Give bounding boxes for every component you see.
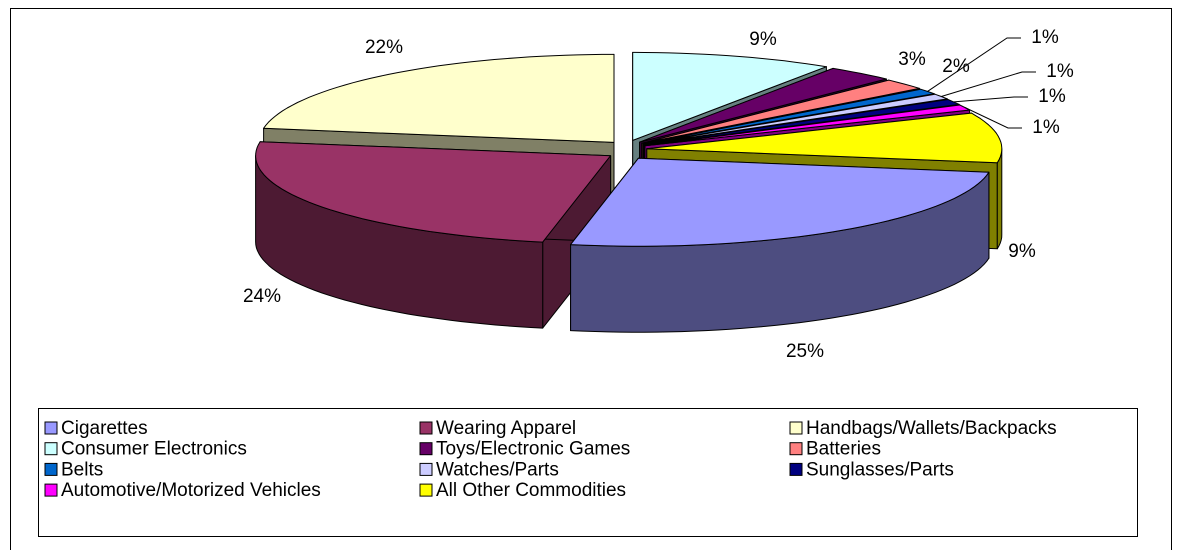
slice (255, 141, 612, 243)
legend-swatch (419, 421, 433, 435)
slice-side (996, 148, 1003, 250)
data-label: 1% (1046, 61, 1074, 82)
legend-swatch (44, 442, 58, 456)
legend-swatch (789, 462, 803, 476)
legend-label: Automotive/Motorized Vehicles (61, 480, 321, 501)
legend-label: Watches/Parts (436, 459, 559, 480)
legend-label: Sunglasses/Parts (806, 459, 954, 480)
data-label: 1% (1038, 86, 1066, 107)
slice (632, 51, 827, 141)
data-labels: 25% 24% 22% 9% 3% 2% 1% 1% 1% 1% 9% (243, 27, 1074, 362)
legend-label: Consumer Electronics (61, 439, 247, 460)
legend-swatch (419, 442, 433, 456)
legend-label: Handbags/Wallets/Backpacks (806, 418, 1057, 439)
data-label: 1% (1032, 117, 1060, 138)
legend-swatch (789, 421, 803, 435)
legend-label: Batteries (806, 439, 881, 460)
pie (255, 51, 1003, 333)
data-label: 9% (1008, 241, 1036, 262)
legend-swatch (419, 462, 433, 476)
legend-label: Wearing Apparel (436, 418, 576, 439)
data-label: 9% (749, 29, 777, 50)
data-label: 3% (898, 49, 926, 70)
legend-label: Toys/Electronic Games (436, 439, 630, 460)
legend-label: All Other Commodities (436, 480, 626, 501)
slice (646, 112, 1003, 164)
legend-swatch (419, 483, 433, 497)
slice (641, 79, 920, 144)
data-label: 2% (942, 56, 970, 77)
legend-label: Belts (61, 459, 103, 480)
leader-line (941, 71, 1036, 97)
legend-swatch (44, 421, 58, 435)
slice (263, 53, 615, 143)
legend-swatch (44, 462, 58, 476)
data-label: 24% (243, 286, 281, 307)
legend-swatch (44, 483, 58, 497)
slice (639, 67, 887, 143)
leader-line (953, 96, 1028, 103)
legend-box (38, 408, 1138, 537)
slice (570, 157, 990, 247)
leader-line (964, 107, 1022, 129)
data-label: 1% (1031, 27, 1059, 48)
data-label: 25% (786, 341, 824, 362)
legend: Cigarettes Wearing Apparel Handbags/Wallet… (44, 418, 1057, 501)
legend-swatch (789, 442, 803, 456)
data-label: 22% (365, 37, 403, 58)
legend-label: Cigarettes (61, 418, 148, 439)
leader-line (927, 37, 1021, 92)
